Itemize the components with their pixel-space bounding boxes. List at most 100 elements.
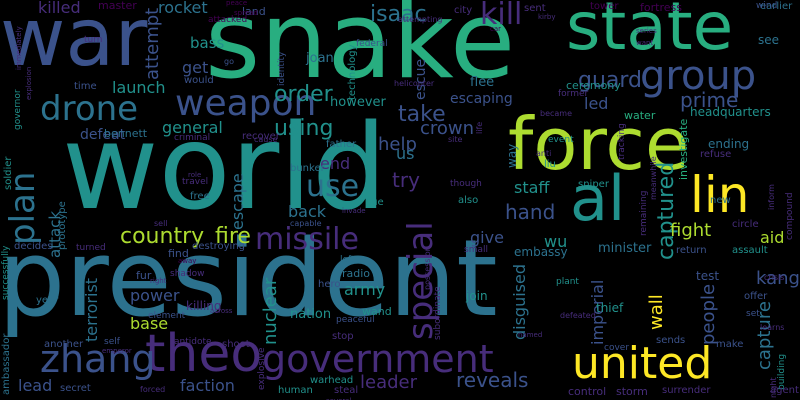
cloud-word: world xyxy=(62,98,387,236)
cloud-word: left xyxy=(340,255,355,265)
cloud-word: successfully xyxy=(1,245,11,300)
cloud-word: immediately xyxy=(15,26,23,70)
cloud-word: order xyxy=(274,82,333,107)
cloud-word: end xyxy=(320,154,351,173)
cloud-word: help xyxy=(378,134,417,155)
cloud-word: government xyxy=(262,337,494,381)
cloud-word: killing xyxy=(186,299,222,313)
cloud-word: way xyxy=(505,143,519,168)
cloud-word: assault xyxy=(732,245,768,256)
cloud-word: across xyxy=(210,307,233,315)
cloud-word: travel xyxy=(182,177,209,187)
cloud-word: fire xyxy=(215,224,251,249)
cloud-word: fight xyxy=(670,220,712,241)
cloud-word: series xyxy=(636,27,657,35)
cloud-word: fur xyxy=(136,269,152,282)
cloud-word: president xyxy=(0,217,498,340)
cloud-word: became xyxy=(540,109,573,118)
cloud-word: crown xyxy=(420,118,475,139)
cloud-word: thief xyxy=(596,301,624,315)
cloud-word: plant xyxy=(556,277,579,287)
cloud-word: control xyxy=(568,385,607,398)
cloud-word: event xyxy=(548,135,574,145)
cloud-word: spread xyxy=(234,9,258,17)
cloud-word: wall xyxy=(646,294,667,330)
cloud-word: forced xyxy=(140,385,166,394)
cloud-word: peaceful xyxy=(336,315,375,325)
cloud-word: headquarters xyxy=(690,105,771,119)
cloud-word: anti xyxy=(536,149,552,158)
cloud-word: staff xyxy=(514,178,550,197)
cloud-word: bass xyxy=(190,34,225,52)
cloud-word: hero xyxy=(318,279,341,290)
cloud-word: invade xyxy=(342,207,366,215)
cloud-word: al xyxy=(570,162,626,235)
cloud-word: hand xyxy=(505,200,556,224)
cloud-word: role xyxy=(188,171,202,179)
cloud-word: ceremony xyxy=(566,79,621,92)
cloud-word: warhead xyxy=(310,375,354,386)
cloud-word: leader xyxy=(360,372,418,393)
cloud-word: attacked xyxy=(208,15,248,25)
cloud-word: antidote xyxy=(174,337,212,347)
cloud-word: give xyxy=(470,228,504,247)
cloud-word: united xyxy=(572,338,713,389)
cloud-word: emperor xyxy=(102,347,132,355)
cloud-word: killed xyxy=(38,0,81,17)
cloud-word: sue xyxy=(366,197,384,208)
cloud-word: guard xyxy=(578,68,643,93)
cloud-word: group xyxy=(640,53,757,99)
cloud-word: life xyxy=(475,121,484,134)
cloud-word: new xyxy=(710,195,731,206)
cloud-word: get xyxy=(182,58,209,77)
cloud-word: want xyxy=(636,39,654,47)
cloud-word: though xyxy=(450,179,482,189)
cloud-word: offer xyxy=(744,291,768,302)
cloud-word: decides xyxy=(14,241,53,252)
cloud-word: fortress xyxy=(640,1,682,14)
cloud-word: earlier xyxy=(760,1,793,12)
cloud-word: bunker xyxy=(290,163,325,174)
cloud-word: snake xyxy=(205,0,516,102)
cloud-word: kirby xyxy=(538,13,556,21)
cloud-word: captured xyxy=(654,161,679,260)
cloud-word: launch xyxy=(112,78,166,97)
cloud-word: shoot xyxy=(222,339,250,350)
cloud-word: drone xyxy=(40,89,139,129)
cloud-word: defeat xyxy=(80,127,126,143)
cloud-word: ending xyxy=(708,137,750,151)
cloud-word: back xyxy=(288,202,327,221)
cloud-word: escape xyxy=(228,173,247,230)
cloud-word: city xyxy=(454,5,473,16)
cloud-word: shadow xyxy=(170,269,205,279)
cloud-word: bennett xyxy=(104,127,148,140)
cloud-word: joan xyxy=(306,51,334,66)
cloud-word: people xyxy=(698,283,719,345)
cloud-word: tower xyxy=(590,1,619,12)
cloud-word: disguised xyxy=(510,263,529,340)
cloud-word: water xyxy=(624,109,656,122)
cloud-word: self xyxy=(104,337,120,347)
cloud-word: make xyxy=(716,339,744,350)
cloud-word: flee xyxy=(470,75,495,90)
cloud-word: lin xyxy=(690,166,750,224)
cloud-word: wind xyxy=(756,1,778,11)
cloud-word: cover xyxy=(604,343,630,353)
cloud-word: faction xyxy=(180,376,235,395)
cloud-word: attempting xyxy=(398,15,443,24)
cloud-word: use xyxy=(306,169,360,204)
cloud-word: using xyxy=(274,116,334,141)
cloud-word: several xyxy=(326,398,352,400)
cloud-word: power xyxy=(130,286,180,305)
cloud-word: meanwhile xyxy=(649,156,658,200)
cloud-word: wand xyxy=(362,305,392,318)
cloud-word: car xyxy=(490,25,502,33)
cloud-word: weapon xyxy=(175,83,317,124)
cloud-word: night xyxy=(769,377,778,398)
cloud-word: led xyxy=(584,94,609,113)
cloud-word: nation xyxy=(290,307,332,322)
cloud-word: liu xyxy=(544,159,556,170)
cloud-word: return xyxy=(676,245,707,256)
cloud-word: small xyxy=(464,245,488,255)
cloud-word: kang xyxy=(756,268,800,289)
